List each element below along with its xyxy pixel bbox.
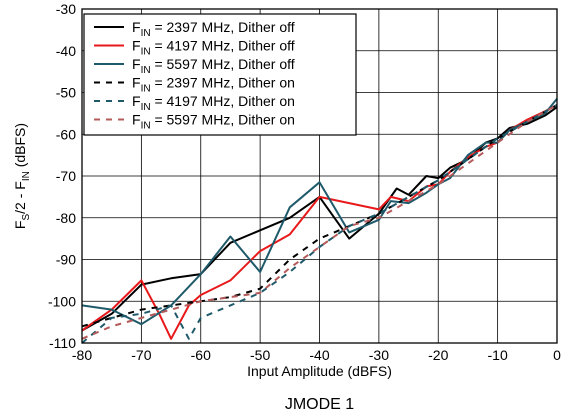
y-tick-labels: -110 -100 -90 -80 -70 -60 -50 -40 -30 — [48, 1, 76, 351]
legend-label: FIN = 5597 MHz, Dither on — [132, 112, 295, 132]
x-tick-label: -50 — [250, 347, 270, 363]
y-tick-label: -40 — [56, 43, 76, 59]
chart-caption: JMODE 1 — [285, 396, 354, 413]
y-tick-label: -30 — [56, 1, 76, 17]
x-tick-label: 0 — [553, 347, 561, 363]
y-axis-label-part: (dBFS) — [12, 123, 28, 171]
x-tick-label: -20 — [428, 347, 448, 363]
y-tick-label: -80 — [56, 210, 76, 226]
plot-frame — [81, 8, 558, 344]
series-line-5 — [81, 104, 558, 344]
legend-label: FIN = 2397 MHz, Dither off — [132, 19, 295, 39]
x-tick-label: -30 — [369, 347, 389, 363]
y-tick-label: -70 — [56, 168, 76, 184]
x-tick-label: -40 — [309, 347, 329, 363]
y-tick-label: -110 — [49, 335, 76, 351]
series-line-1 — [81, 106, 558, 332]
x-tick-label: -60 — [191, 347, 211, 363]
legend-label: FIN = 5597 MHz, Dither off — [132, 56, 295, 76]
x-tick-labels: -80 -70 -60 -50 -40 -30 -20 -10 0 — [72, 347, 561, 363]
y-axis-label-part: F — [12, 221, 28, 230]
y-axis-label-subscript: IN — [21, 171, 32, 181]
x-tick-label: -80 — [72, 347, 92, 363]
y-axis-label-subscript: S — [21, 214, 32, 221]
x-tick-label: -10 — [488, 347, 508, 363]
series-line-3 — [81, 98, 558, 326]
legend-label: FIN = 2397 MHz, Dither on — [132, 75, 295, 95]
y-tick-label: -100 — [48, 293, 76, 309]
y-tick-label: -90 — [56, 252, 76, 268]
y-tick-label: -60 — [56, 126, 76, 142]
y-axis-label-part: /2 - F — [12, 181, 28, 214]
legend-box — [83, 13, 357, 136]
series-layer — [81, 98, 558, 344]
legend-label: FIN = 4197 MHz, Dither off — [132, 38, 295, 58]
y-tick-label: -50 — [56, 85, 76, 101]
legend-label: FIN = 4197 MHz, Dither on — [132, 93, 295, 113]
x-tick-label: -70 — [131, 347, 151, 363]
y-axis-label: FS/2 - FIN (dBFS) — [12, 123, 32, 229]
x-axis-label: Input Amplitude (dBFS) — [247, 363, 392, 379]
